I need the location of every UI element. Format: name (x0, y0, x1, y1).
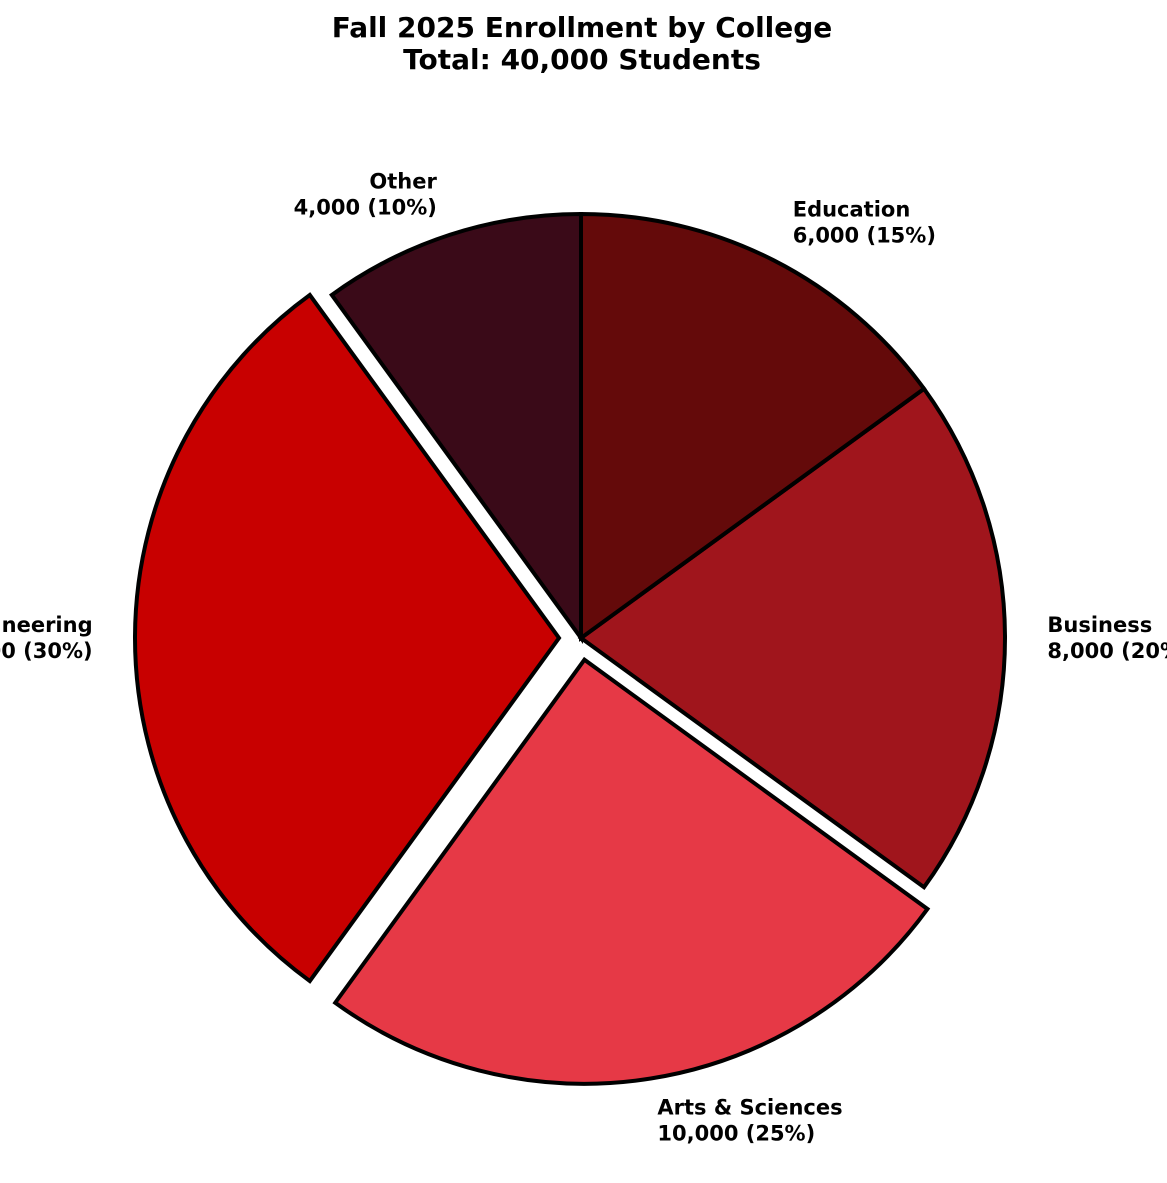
slice-label-value: 6,000 (15%) (793, 223, 936, 247)
slice-label-other: Other 4,000 (10%) (294, 169, 438, 219)
slice-label-value: 8,000 (20%) (1047, 639, 1167, 663)
slice-label-engineering: Engineering12,000 (30%) (0, 613, 93, 663)
pie-slice-business (577, 385, 1007, 891)
slice-label-name: Business (1047, 613, 1152, 637)
chart-title: Fall 2025 Enrollment by College (332, 11, 833, 44)
slice-label-value: 10,000 (25%) (657, 1121, 815, 1145)
slice-label-education: Education 6,000 (15%) (793, 197, 936, 247)
pie-slice-education (579, 211, 927, 642)
pie-slices (133, 211, 1007, 1086)
slice-label-name: Education (793, 197, 911, 221)
slice-label-value: 12,000 (30%) (0, 639, 93, 663)
slice-label-name: Other (369, 169, 437, 193)
slice-label-value: 4,000 (10%) (294, 195, 437, 219)
slice-label-arts-and-sciences: Arts & Sciences 10,000 (25%) (657, 1095, 842, 1145)
pie-slice-other (328, 211, 583, 645)
slice-label-name: Engineering (0, 613, 93, 637)
slice-label-name: Arts & Sciences (657, 1095, 842, 1119)
pie-slice-arts-and-sciences (332, 656, 931, 1086)
chart-subtitle: Total: 40,000 Students (403, 43, 761, 76)
pie-slice-engineering (133, 292, 562, 984)
